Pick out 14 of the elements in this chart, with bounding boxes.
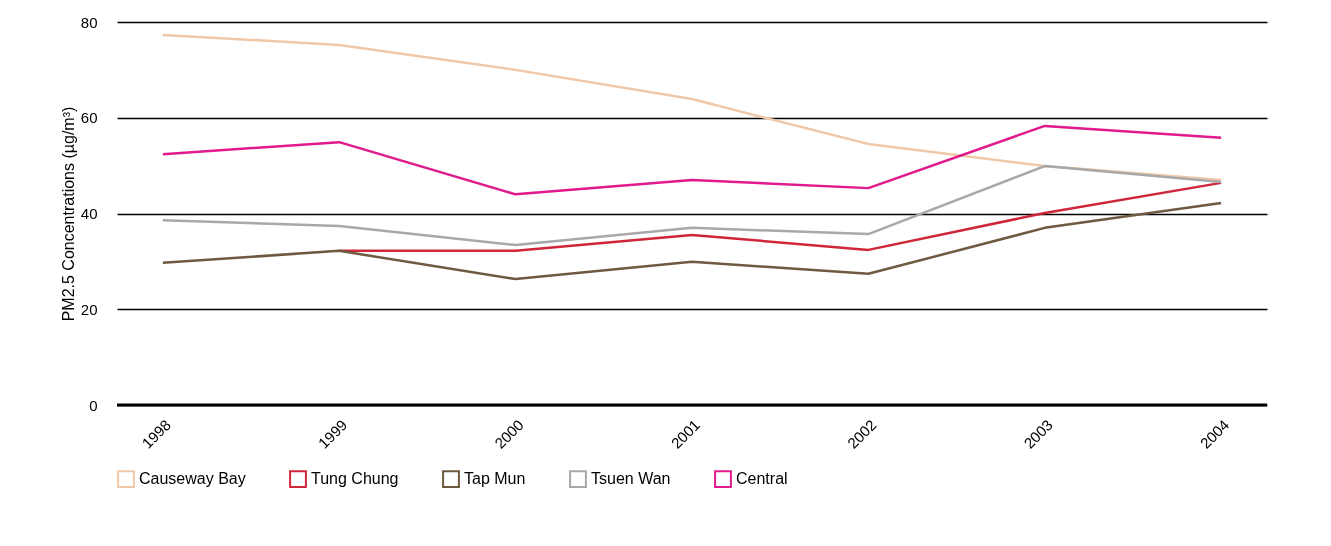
legend-label: Tsuen Wan <box>591 470 671 488</box>
legend-label: Causeway Bay <box>139 470 246 488</box>
y-tick-label: 80 <box>80 13 98 31</box>
legend-label: Tung Chung <box>311 470 399 488</box>
legend-label: Tap Mun <box>464 470 526 488</box>
legend-label: Central <box>736 470 788 488</box>
y-tick-label: 20 <box>80 300 98 318</box>
y-tick-label: 60 <box>80 109 98 127</box>
y-axis-title: PM2.5 Concentrations (µg/m³) <box>59 106 77 322</box>
line-series <box>161 164 1223 247</box>
line-series <box>161 201 1223 281</box>
y-tick-label: 40 <box>80 205 98 222</box>
y-tick-label: 0 <box>89 396 98 414</box>
line-series <box>161 124 1223 196</box>
